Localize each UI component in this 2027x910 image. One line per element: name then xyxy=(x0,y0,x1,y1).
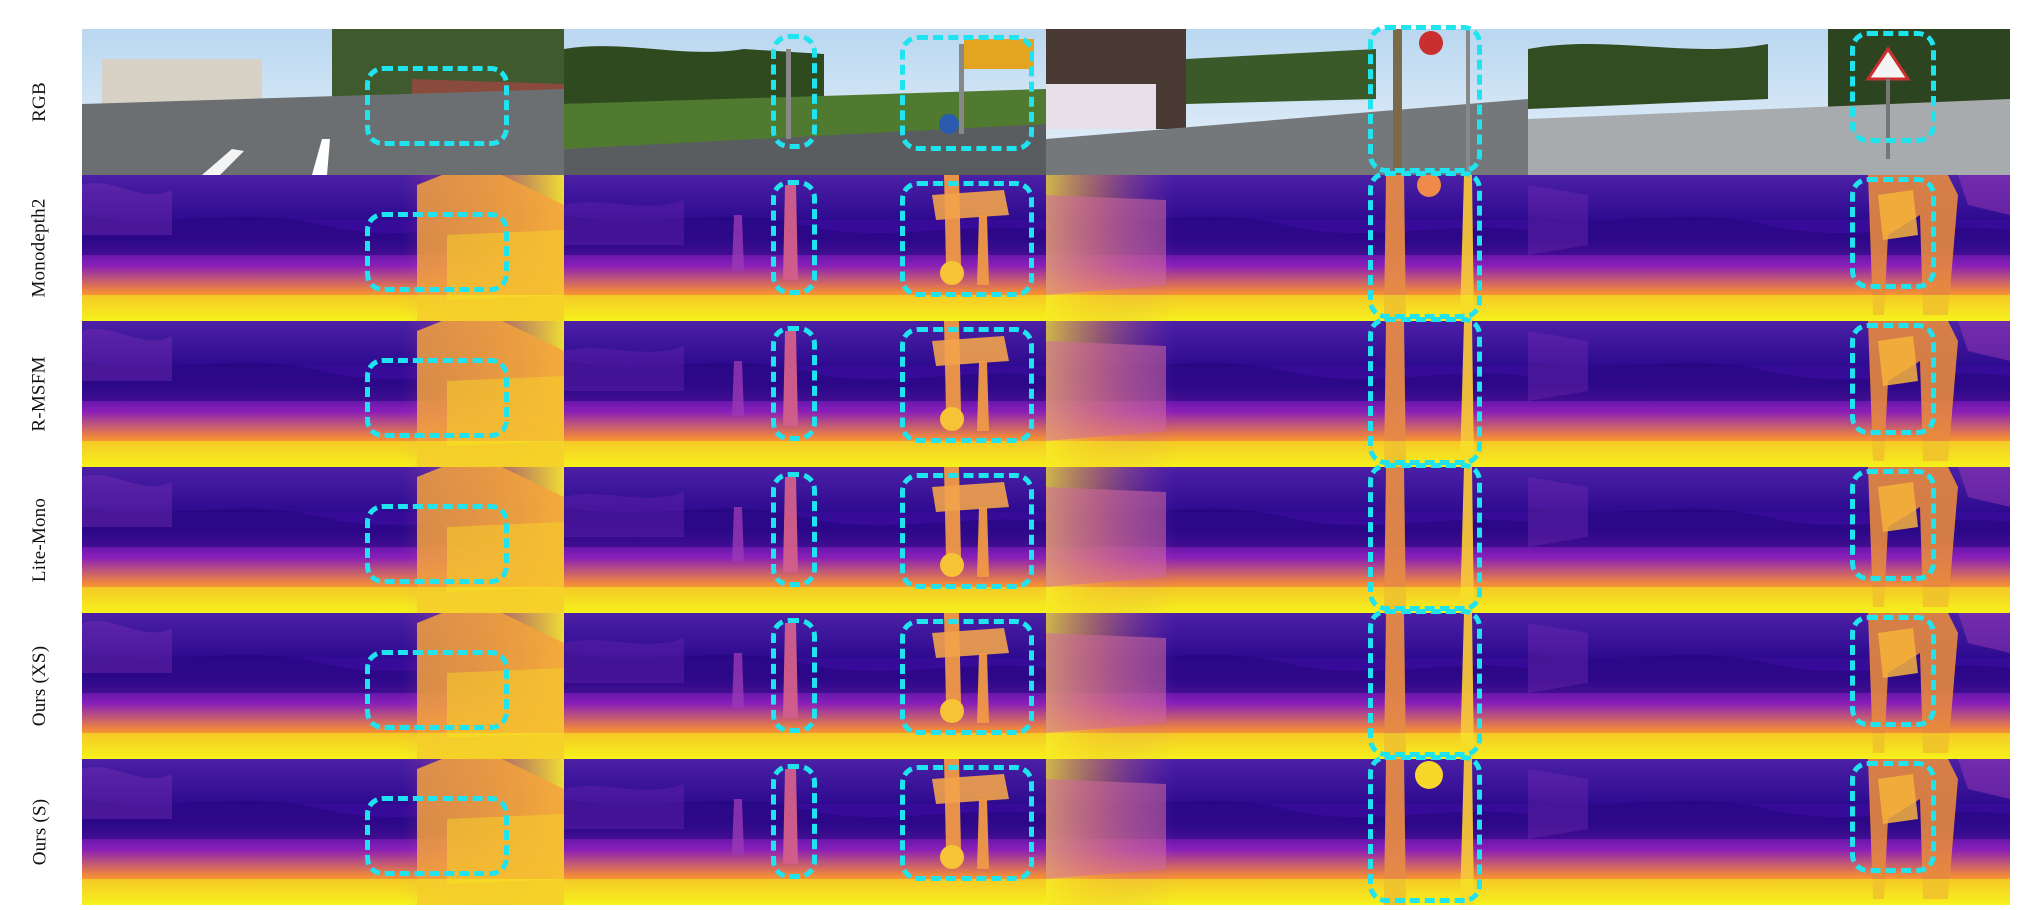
highlight-box xyxy=(365,212,509,292)
highlight-box xyxy=(1368,171,1482,319)
row-label-text: Monodepth2 xyxy=(29,198,51,298)
depth-map-scene-3 xyxy=(1046,175,1528,321)
highlight-box xyxy=(365,358,509,438)
depth-map-scene-4 xyxy=(1528,175,2010,321)
depth-map-scene-3 xyxy=(1046,759,1528,905)
row-label: Lite-Mono xyxy=(0,467,80,613)
highlight-box xyxy=(771,764,817,879)
highlight-box xyxy=(900,35,1034,151)
row-label: Ours (S) xyxy=(0,759,80,905)
highlight-box xyxy=(1850,615,1936,727)
depth-map-scene-4 xyxy=(1528,321,2010,467)
highlight-box xyxy=(1368,609,1482,757)
depth-map-scene-2 xyxy=(564,759,1046,905)
depth-map-scene-3 xyxy=(1046,321,1528,467)
highlight-box xyxy=(365,796,509,876)
depth-map-scene-3 xyxy=(1046,467,1528,613)
highlight-box xyxy=(900,473,1034,589)
row-label-text: R-MSFM xyxy=(29,356,50,432)
highlight-box xyxy=(1850,469,1936,581)
highlight-box xyxy=(1850,323,1936,435)
rgb-image-scene-3 xyxy=(1046,29,1528,175)
row-label: RGB xyxy=(0,29,80,175)
depth-map-scene-1 xyxy=(82,175,564,321)
highlight-box xyxy=(771,34,817,149)
highlight-box xyxy=(365,66,509,146)
highlight-box xyxy=(1368,25,1482,173)
highlight-box xyxy=(900,619,1034,735)
row-label: Monodepth2 xyxy=(0,175,80,321)
highlight-box xyxy=(1850,177,1936,289)
row-label-text: Lite-Mono xyxy=(29,497,50,583)
row-label: Ours (XS) xyxy=(0,613,80,759)
highlight-box xyxy=(771,180,817,295)
highlight-box xyxy=(1368,463,1482,611)
row-label-text: Ours (S) xyxy=(28,798,50,866)
highlight-box xyxy=(771,326,817,441)
highlight-box xyxy=(1368,317,1482,465)
highlight-box xyxy=(365,504,509,584)
highlight-box xyxy=(900,181,1034,297)
highlight-box xyxy=(771,472,817,587)
highlight-box xyxy=(1850,761,1936,873)
depth-map-scene-2 xyxy=(564,613,1046,759)
depth-map-scene-4 xyxy=(1528,759,2010,905)
depth-map-scene-1 xyxy=(82,759,564,905)
depth-map-scene-4 xyxy=(1528,613,2010,759)
depth-map-scene-3 xyxy=(1046,613,1528,759)
highlight-box xyxy=(1368,755,1482,903)
row-label-text: Ours (XS) xyxy=(29,645,50,727)
highlight-box xyxy=(1850,31,1936,143)
depth-map-scene-4 xyxy=(1528,467,2010,613)
highlight-box xyxy=(365,650,509,730)
depth-map-scene-2 xyxy=(564,467,1046,613)
highlight-box xyxy=(900,765,1034,881)
highlight-box xyxy=(900,327,1034,443)
row-label: R-MSFM xyxy=(0,321,80,467)
highlight-box xyxy=(771,618,817,733)
rgb-image-scene-1 xyxy=(82,29,564,175)
rgb-image-scene-4 xyxy=(1528,29,2010,175)
row-label-text: RGB xyxy=(28,82,50,122)
depth-map-scene-1 xyxy=(82,321,564,467)
